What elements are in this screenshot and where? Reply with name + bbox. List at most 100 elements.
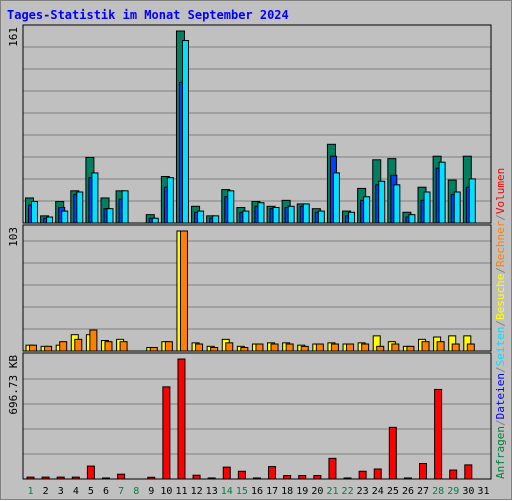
bar-seiten (317, 210, 325, 224)
panel-visits-background (23, 225, 491, 351)
legend-item: Dateien (494, 373, 507, 419)
legend-item: Seiten (494, 327, 507, 367)
bar-seiten (166, 177, 174, 224)
bar-seiten (378, 180, 386, 224)
bar-rechner (164, 341, 173, 352)
bar-volumen (177, 358, 186, 480)
bar-rechner (406, 345, 415, 352)
legend-separator: / (494, 214, 507, 221)
bar-volumen (86, 465, 95, 480)
legend-right: Anfragen/Dateien/Seiten/Besuche/Rechner/… (494, 168, 507, 479)
bar-rechner (59, 341, 68, 352)
x-tick-label: 15 (236, 486, 248, 497)
bar-seiten (453, 191, 461, 224)
axis-max-label-visits: 103 (7, 227, 20, 247)
x-tick-label: 12 (191, 486, 203, 497)
bar-volumen (117, 473, 126, 480)
bar-volumen (388, 426, 397, 480)
bar-rechner (451, 343, 460, 352)
bar-volumen (283, 475, 292, 480)
x-tick-label: 3 (58, 486, 64, 497)
x-tick-label: 10 (160, 486, 172, 497)
bar-seiten (348, 211, 356, 224)
bar-seiten (363, 196, 371, 224)
bar-seiten (91, 172, 99, 224)
x-tick-label: 19 (296, 486, 308, 497)
bar-rechner (346, 343, 355, 352)
bar-seiten (393, 184, 401, 224)
bar-volumen (358, 470, 367, 480)
bar-volumen (419, 462, 428, 480)
bar-rechner (195, 343, 204, 352)
bar-seiten (212, 215, 220, 224)
bar-seiten (287, 205, 295, 224)
bar-volumen (449, 469, 458, 480)
x-tick-label: 24 (372, 486, 384, 497)
bar-rechner (285, 343, 294, 352)
bar-seiten (242, 210, 250, 224)
bar-seiten (197, 210, 205, 224)
bar-rechner (466, 343, 475, 352)
bar-seiten (121, 190, 129, 224)
bar-seiten (438, 161, 446, 224)
bar-rechner (376, 345, 385, 352)
x-tick-label: 4 (73, 486, 79, 497)
bar-seiten (46, 216, 54, 224)
x-tick-label: 6 (103, 486, 109, 497)
bar-seiten (408, 214, 416, 224)
panel-requests-background (23, 25, 491, 223)
panel-volume-background (23, 353, 491, 479)
legend-item: Besuche (494, 274, 507, 320)
x-tick-label: 30 (462, 486, 474, 497)
x-tick-label: 25 (387, 486, 399, 497)
bar-volumen (222, 466, 231, 480)
x-tick-label: 16 (251, 486, 263, 497)
legend-separator: / (494, 366, 507, 373)
bar-rechner (391, 343, 400, 352)
panel-volume-border (22, 352, 492, 480)
legend-separator: / (494, 419, 507, 426)
x-tick-label: 26 (402, 486, 414, 497)
bar-seiten (468, 178, 476, 224)
bar-rechner (240, 347, 249, 352)
x-tick-label: 23 (357, 486, 369, 497)
bar-seiten (31, 201, 38, 224)
bar-volumen (162, 386, 171, 480)
x-tick-label: 1 (28, 486, 34, 497)
bar-volumen (268, 466, 277, 480)
bar-seiten (76, 191, 84, 224)
axis-max-label-requests: 161 (7, 27, 20, 47)
bar-rechner (421, 341, 430, 352)
x-tick-label: 31 (477, 486, 489, 497)
bar-rechner (315, 343, 324, 352)
bar-rechner (149, 347, 158, 352)
bar-rechner (330, 343, 339, 352)
legend-separator: / (494, 320, 507, 327)
x-tick-label: 27 (417, 486, 429, 497)
chart-title: Tages-Statistik im Monat September 2024 (7, 8, 289, 22)
bar-volumen (192, 474, 201, 480)
bar-rechner (89, 329, 98, 352)
bar-volumen (313, 475, 322, 480)
x-tick-label: 9 (148, 486, 154, 497)
bar-seiten (302, 203, 310, 224)
bar-seiten (257, 202, 265, 224)
x-tick-label: 11 (175, 486, 187, 497)
x-tick-label: 7 (118, 486, 124, 497)
bar-volumen (434, 388, 443, 480)
bar-seiten (181, 40, 189, 224)
bar-rechner (225, 342, 234, 352)
bar-seiten (151, 217, 159, 224)
bar-rechner (210, 347, 219, 352)
bar-rechner (300, 345, 309, 352)
x-tick-label: 14 (221, 486, 233, 497)
panel-requests-border (22, 24, 492, 224)
bar-rechner (179, 230, 188, 352)
x-tick-label: 20 (311, 486, 323, 497)
bar-rechner (119, 341, 128, 352)
bar-volumen (373, 468, 382, 480)
legend-item: Rechner (494, 220, 507, 267)
bar-rechner (74, 338, 83, 352)
